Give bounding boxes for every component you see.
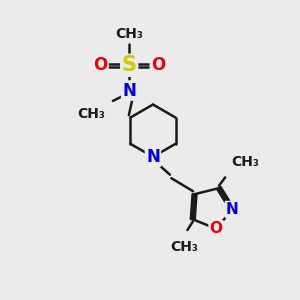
Text: N: N <box>226 202 239 217</box>
Text: CH₃: CH₃ <box>170 240 198 254</box>
Text: O: O <box>151 56 165 74</box>
Text: CH₃: CH₃ <box>77 107 105 121</box>
Text: O: O <box>93 56 107 74</box>
Text: N: N <box>146 148 160 166</box>
Text: N: N <box>122 82 136 100</box>
Text: O: O <box>210 221 223 236</box>
Text: CH₃: CH₃ <box>115 27 143 41</box>
Text: CH₃: CH₃ <box>231 155 259 169</box>
Text: S: S <box>122 55 137 75</box>
